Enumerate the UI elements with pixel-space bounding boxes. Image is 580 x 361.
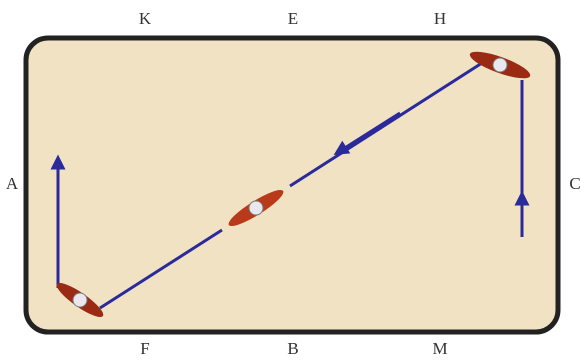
letter: H bbox=[434, 9, 446, 28]
horse bbox=[228, 190, 284, 226]
letter: A bbox=[6, 174, 19, 193]
route-line bbox=[99, 228, 223, 310]
letter: C bbox=[569, 174, 580, 193]
horse bbox=[56, 282, 104, 318]
letter: F bbox=[140, 339, 149, 358]
route-line bbox=[289, 61, 483, 188]
route bbox=[50, 61, 530, 310]
letter: E bbox=[288, 9, 298, 28]
horse bbox=[469, 51, 531, 79]
letter: K bbox=[139, 9, 152, 28]
letter: B bbox=[287, 339, 298, 358]
letter: M bbox=[432, 339, 447, 358]
route-arrow bbox=[333, 111, 401, 156]
